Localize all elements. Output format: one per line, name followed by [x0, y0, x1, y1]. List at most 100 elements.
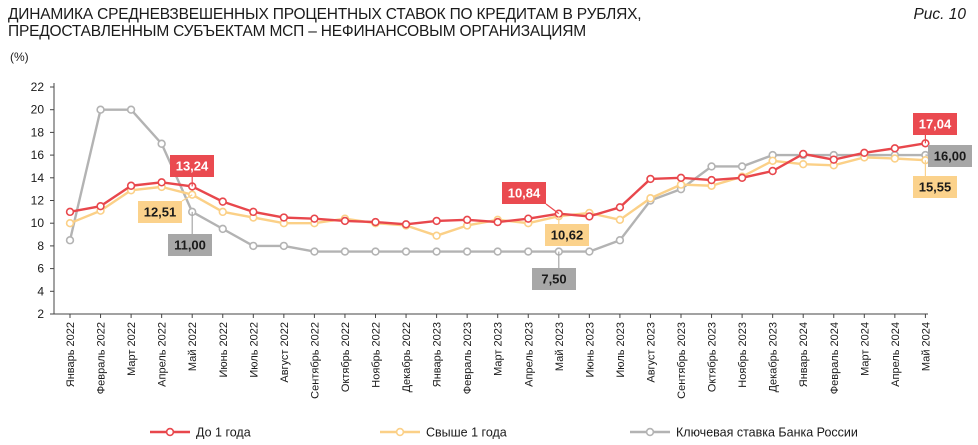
annotation-box [545, 224, 589, 246]
data-point [798, 149, 808, 159]
x-tick-label: Март 2024 [859, 322, 871, 376]
chart-title-line2: ПРЕДОСТАВЛЕННЫМ СУБЪЕКТАМ МСП – НЕФИНАНС… [8, 23, 586, 40]
data-point [585, 212, 594, 221]
legend-label: До 1 года [196, 426, 251, 440]
data-point [585, 247, 594, 256]
y-tick-label: 6 [37, 262, 44, 276]
x-tick-label: Апрель 2022 [157, 322, 169, 387]
data-point [279, 241, 289, 251]
annotation-label: 10,84 [508, 186, 541, 201]
annotation-label: 17,04 [919, 117, 952, 132]
data-point [860, 148, 869, 158]
annotation-leader [181, 194, 193, 202]
series-line-3 [68, 108, 926, 253]
data-point [401, 247, 411, 256]
y-tick-label: 2 [37, 307, 44, 321]
x-tick-label: Февраль 2024 [829, 322, 841, 394]
data-point [340, 247, 350, 256]
annotation-label: 10,62 [551, 228, 584, 243]
data-point [249, 241, 258, 251]
x-tick-label: Май 2022 [187, 322, 199, 371]
data-point [340, 216, 350, 226]
data-point [218, 224, 227, 234]
data-point [768, 156, 777, 165]
data-point [615, 203, 625, 212]
y-tick-label: 12 [31, 194, 45, 208]
x-tick-label: Июнь 2022 [218, 322, 230, 378]
annotation-label: 11,00 [174, 238, 206, 253]
data-point [890, 144, 900, 153]
data-point [646, 194, 655, 203]
annotation-box [532, 268, 576, 290]
data-point [829, 155, 838, 164]
data-point [737, 173, 747, 183]
data-point [65, 207, 75, 217]
data-point [524, 214, 533, 223]
data-point [462, 215, 472, 224]
x-tick-label: Октябрь 2023 [707, 322, 719, 392]
annotation-label: 16,00 [934, 149, 967, 164]
data-point [676, 180, 686, 189]
data-point [218, 207, 227, 217]
x-tick-label: Октябрь 2022 [340, 322, 352, 392]
x-tick-label: Сентябрь 2023 [676, 322, 688, 399]
x-tick-label: Ноябрь 2022 [371, 322, 383, 388]
annotation-label: 12,51 [144, 205, 177, 220]
y-tick-label: 22 [31, 80, 45, 94]
data-point [615, 236, 625, 245]
y-tick-label: 4 [37, 284, 44, 298]
chart-title: ДИНАМИКА СРЕДНЕВЗВЕШЕННЫХ ПРОЦЕНТНЫХ СТА… [8, 6, 642, 40]
annotation-box [913, 113, 957, 135]
x-tick-label: Июль 2022 [248, 322, 260, 378]
data-point [462, 247, 472, 256]
data-point [96, 201, 105, 211]
x-tick-label: Сентябрь 2022 [309, 322, 321, 399]
annotation-box [138, 201, 182, 223]
data-point [126, 105, 136, 114]
y-tick-label: 14 [31, 171, 45, 185]
x-tick-label: Май 2024 [920, 322, 932, 371]
data-point [65, 236, 75, 245]
data-point [493, 217, 502, 227]
data-point [737, 162, 747, 171]
x-tick-label: Январь 2024 [798, 322, 810, 387]
annotation-box [168, 234, 212, 256]
data-point [707, 175, 716, 185]
data-point [371, 247, 380, 256]
data-point [432, 231, 441, 240]
annotation-label: 7,50 [541, 272, 566, 287]
data-point [646, 174, 655, 184]
data-point [126, 181, 136, 190]
data-point [493, 247, 502, 256]
data-point [157, 178, 166, 187]
data-point [768, 166, 777, 176]
data-point [707, 162, 716, 171]
annotation-box [913, 176, 957, 198]
data-point [401, 220, 411, 229]
data-point [279, 213, 289, 222]
data-point [218, 197, 227, 206]
annotation-box [502, 182, 546, 204]
data-point [371, 217, 380, 227]
x-tick-label: Январь 2023 [432, 322, 444, 387]
annotation-box [170, 155, 214, 177]
x-tick-label: Февраль 2023 [462, 322, 474, 394]
data-point [65, 219, 75, 228]
y-tick-label: 20 [31, 103, 45, 117]
chart-title-line1: ДИНАМИКА СРЕДНЕВЗВЕШЕННЫХ ПРОЦЕНТНЫХ СТА… [8, 6, 642, 23]
x-tick-label: Июль 2023 [615, 322, 627, 378]
y-tick-label: 18 [31, 125, 45, 139]
annotation-label: 13,24 [176, 159, 209, 174]
data-point [249, 207, 258, 217]
x-tick-label: Август 2022 [279, 322, 291, 383]
x-tick-label: Январь 2022 [65, 322, 77, 387]
annotation-label: 15,55 [919, 180, 952, 195]
data-point [524, 247, 533, 256]
x-tick-label: Февраль 2022 [96, 322, 108, 394]
y-tick-label: 8 [37, 239, 44, 253]
x-tick-label: Март 2022 [126, 322, 138, 376]
annotation-box [928, 145, 972, 167]
data-point [432, 247, 441, 256]
x-tick-label: Ноябрь 2023 [737, 322, 749, 388]
